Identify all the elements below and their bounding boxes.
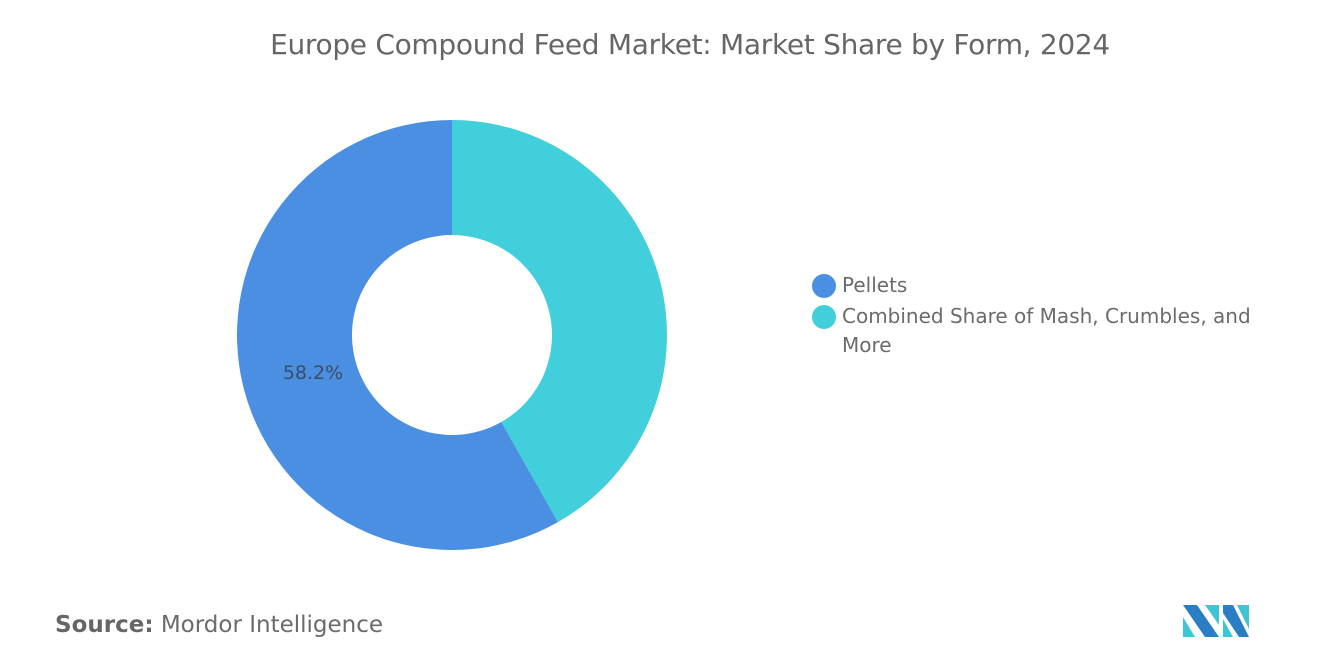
legend-swatch-other-forms-icon bbox=[812, 305, 836, 329]
pellets-percentage-label: 58.2% bbox=[283, 362, 343, 384]
mordor-intelligence-logo-icon bbox=[1183, 605, 1249, 637]
legend-swatch-pellets-icon bbox=[812, 274, 836, 298]
legend: Pellets Combined Share of Mash, Crumbles… bbox=[812, 271, 1272, 362]
legend-label-other-forms: Combined Share of Mash, Crumbles, and Mo… bbox=[842, 304, 1251, 357]
source-note: Source: Mordor Intelligence bbox=[55, 612, 383, 638]
slice-pellets bbox=[236, 120, 558, 551]
slice-other-forms bbox=[452, 120, 667, 523]
legend-item-pellets: Pellets bbox=[812, 271, 1272, 300]
chart-title: Europe Compound Feed Market: Market Shar… bbox=[270, 28, 1110, 61]
legend-item-other-forms: Combined Share of Mash, Crumbles, and Mo… bbox=[812, 302, 1272, 360]
legend-label-pellets: Pellets bbox=[842, 273, 908, 297]
donut-slices bbox=[236, 120, 667, 551]
donut-chart: 58.2% bbox=[236, 120, 667, 551]
source-label: Source: bbox=[55, 612, 154, 638]
source-value: Mordor Intelligence bbox=[160, 612, 384, 638]
